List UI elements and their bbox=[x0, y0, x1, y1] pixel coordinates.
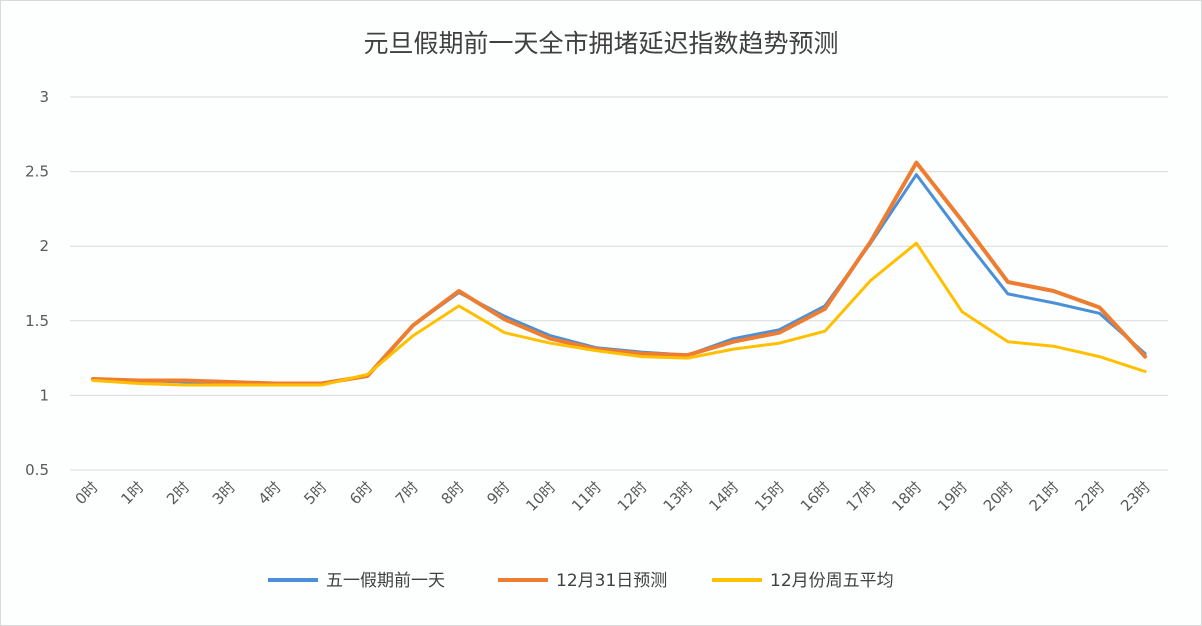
x-tick-label: 3时 bbox=[209, 478, 239, 508]
x-tick-label: 13时 bbox=[660, 478, 697, 515]
x-tick-label: 23时 bbox=[1117, 478, 1154, 515]
x-axis-ticks: 0时 1时 2时 3时 4时 5时 6时 7时 8时 9时 10时 11时 12时 13时 14时 15时 16… bbox=[72, 478, 1154, 515]
x-tick-label: 21时 bbox=[1026, 478, 1063, 515]
gridlines bbox=[70, 96, 1168, 471]
series-line-2 bbox=[91, 241, 1147, 387]
series-line-1 bbox=[90, 160, 1148, 386]
x-tick-label: 20时 bbox=[980, 478, 1017, 515]
legend-label: 12月份周五平均 bbox=[770, 571, 894, 591]
y-tick-label: 1.5 bbox=[25, 312, 49, 330]
series-lines bbox=[90, 160, 1148, 387]
x-tick-label: 9时 bbox=[483, 478, 513, 508]
x-tick-label: 7时 bbox=[392, 478, 422, 508]
legend: 五一假期前一天 12月31日预测 12月份周五平均 bbox=[268, 571, 894, 591]
x-tick-label: 15时 bbox=[751, 478, 788, 515]
x-tick-label: 17时 bbox=[843, 478, 880, 515]
x-tick-label: 10时 bbox=[522, 478, 559, 515]
x-tick-label: 16时 bbox=[797, 478, 834, 515]
legend-label: 五一假期前一天 bbox=[326, 571, 445, 591]
x-tick-label: 18时 bbox=[888, 478, 925, 515]
x-tick-label: 22时 bbox=[1071, 478, 1108, 515]
legend-label: 12月31日预测 bbox=[556, 571, 667, 591]
y-tick-label: 2.5 bbox=[25, 163, 49, 181]
x-tick-label: 0时 bbox=[72, 478, 102, 508]
y-tick-label: 3 bbox=[39, 88, 49, 106]
y-axis-ticks: 0.5 1 1.5 2 2.5 3 bbox=[25, 88, 49, 479]
x-tick-label: 5时 bbox=[300, 478, 330, 508]
x-tick-label: 14时 bbox=[705, 478, 742, 515]
x-tick-label: 4时 bbox=[255, 478, 285, 508]
x-tick-label: 2时 bbox=[163, 478, 193, 508]
y-tick-label: 1 bbox=[39, 386, 49, 404]
x-tick-label: 12时 bbox=[614, 478, 651, 515]
chart-title: 元旦假期前一天全市拥堵延迟指数趋势预测 bbox=[363, 29, 838, 58]
y-tick-label: 2 bbox=[39, 237, 49, 255]
x-tick-label: 8时 bbox=[438, 478, 468, 508]
y-tick-label: 0.5 bbox=[25, 461, 49, 479]
x-tick-label: 1时 bbox=[117, 478, 147, 508]
x-tick-label: 11时 bbox=[568, 478, 605, 515]
x-tick-label: 6时 bbox=[346, 478, 376, 508]
x-tick-label: 19时 bbox=[934, 478, 971, 515]
